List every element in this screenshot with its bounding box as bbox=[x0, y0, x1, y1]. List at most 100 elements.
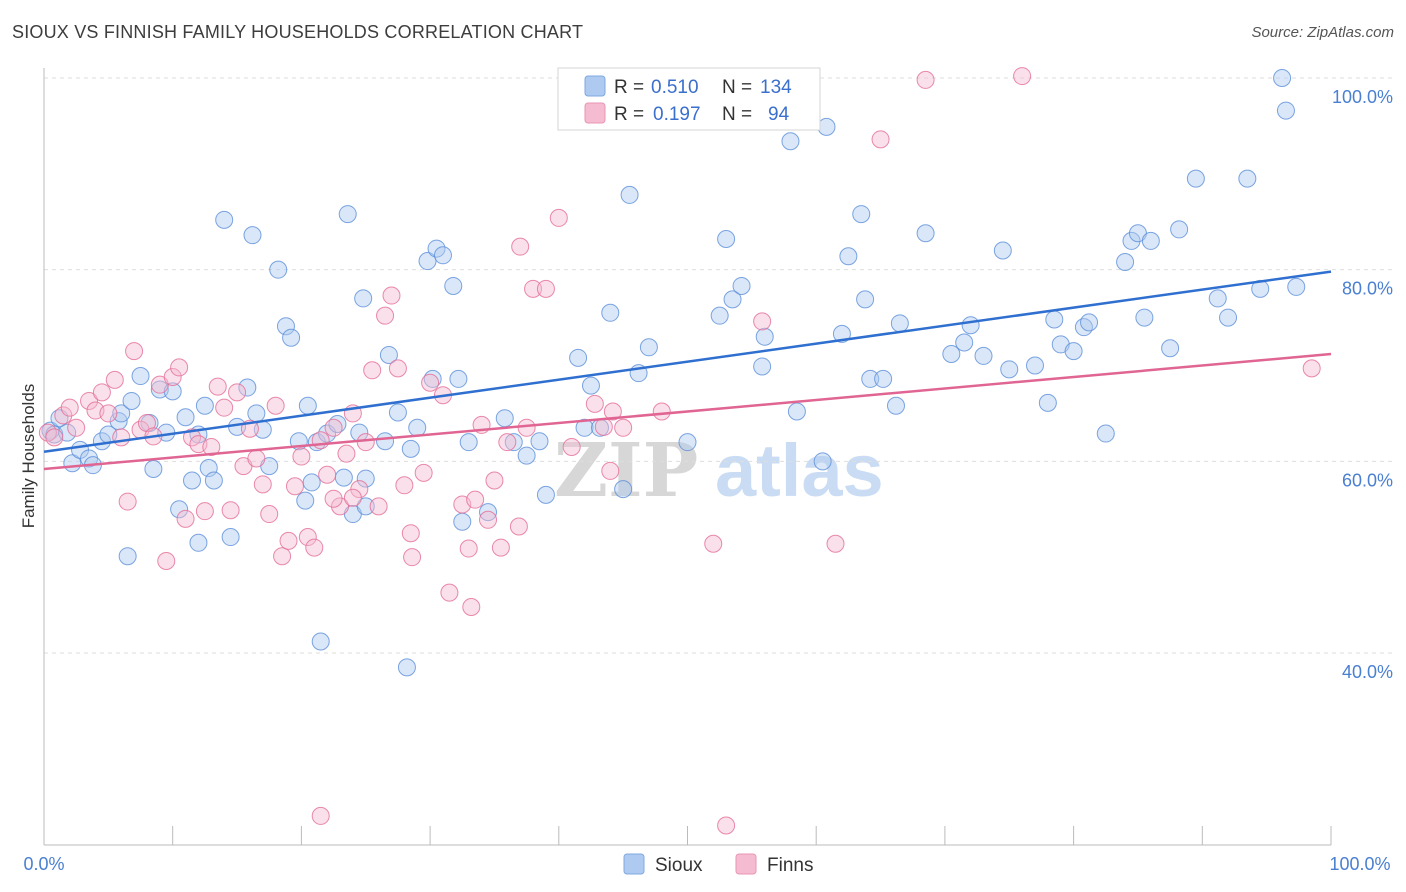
point-sioux-92 bbox=[839, 247, 858, 266]
point-sioux-36 bbox=[276, 317, 295, 336]
point-finns-89 bbox=[603, 402, 622, 421]
bottom-legend-label-sioux: Sioux bbox=[655, 855, 703, 876]
point-sioux-21 bbox=[176, 408, 195, 427]
point-sioux-99 bbox=[955, 333, 974, 352]
point-sioux-131 bbox=[296, 491, 315, 510]
point-sioux-84 bbox=[732, 276, 751, 295]
legend-finns-r-label: R = bbox=[614, 104, 644, 125]
point-sioux-115 bbox=[1141, 231, 1160, 250]
point-sioux-59 bbox=[427, 239, 446, 258]
point-sioux-57 bbox=[418, 252, 437, 271]
legend-sioux-n-label: N = bbox=[722, 77, 752, 98]
point-finns-84 bbox=[403, 548, 422, 567]
point-finns-65 bbox=[511, 237, 530, 256]
x-axis-ticks bbox=[43, 826, 1332, 845]
point-finns-75 bbox=[916, 70, 935, 89]
point-finns-26 bbox=[215, 398, 234, 417]
point-finns-49 bbox=[363, 361, 382, 380]
legend-finns-r-value: 0.197 bbox=[653, 104, 701, 125]
point-finns-68 bbox=[549, 208, 568, 227]
point-sioux-56 bbox=[408, 418, 427, 437]
point-finns-42 bbox=[318, 465, 337, 484]
point-sioux-111 bbox=[1116, 253, 1135, 271]
legend-sioux-r-value: 0.510 bbox=[651, 77, 699, 98]
point-sioux-42 bbox=[311, 632, 330, 651]
point-finns-69 bbox=[562, 437, 581, 456]
point-sioux-127 bbox=[916, 224, 935, 243]
point-sioux-62 bbox=[449, 369, 468, 388]
point-sioux-119 bbox=[1208, 289, 1227, 308]
series-legend: Sioux Finns bbox=[623, 853, 813, 876]
point-sioux-51 bbox=[376, 432, 395, 451]
point-sioux-60 bbox=[433, 246, 452, 265]
point-finns-11 bbox=[118, 492, 137, 511]
x-tick-label-max: 100.0% bbox=[1329, 854, 1390, 874]
point-finns-67 bbox=[536, 279, 555, 298]
point-finns-78 bbox=[1013, 67, 1032, 86]
legend-sioux-r-label: R = bbox=[614, 77, 644, 98]
point-sioux-85 bbox=[753, 357, 772, 376]
point-sioux-81 bbox=[710, 306, 729, 325]
point-finns-40 bbox=[305, 538, 324, 557]
series-finns-points bbox=[38, 67, 1321, 835]
y-tick-labels: 40.0% 60.0% 80.0% 100.0% bbox=[1332, 87, 1393, 682]
point-finns-8 bbox=[99, 404, 118, 423]
legend-sioux-n-value: 134 bbox=[760, 77, 792, 98]
point-sioux-13 bbox=[122, 391, 141, 410]
point-sioux-66 bbox=[495, 409, 514, 428]
point-finns-58 bbox=[440, 583, 459, 602]
point-sioux-108 bbox=[1074, 318, 1093, 337]
point-sioux-97 bbox=[890, 314, 909, 333]
point-finns-77 bbox=[826, 534, 845, 553]
point-sioux-49 bbox=[354, 289, 373, 308]
point-sioux-86 bbox=[755, 327, 774, 346]
point-finns-79 bbox=[1302, 359, 1321, 378]
point-finns-53 bbox=[395, 476, 414, 495]
point-sioux-24 bbox=[195, 396, 214, 415]
point-finns-23 bbox=[195, 502, 214, 521]
legend-swatch-finns bbox=[584, 102, 606, 124]
point-finns-25 bbox=[208, 377, 227, 396]
point-sioux-46 bbox=[338, 205, 357, 224]
point-sioux-12 bbox=[118, 547, 137, 566]
point-finns-4 bbox=[67, 418, 86, 437]
legend-swatch-sioux bbox=[584, 75, 606, 97]
point-sioux-101 bbox=[974, 346, 993, 365]
point-sioux-82 bbox=[717, 230, 736, 248]
point-sioux-96 bbox=[886, 396, 905, 415]
point-sioux-118 bbox=[1186, 169, 1205, 188]
point-finns-34 bbox=[266, 396, 285, 415]
point-sioux-61 bbox=[444, 276, 463, 295]
point-sioux-124 bbox=[1276, 101, 1295, 120]
point-finns-64 bbox=[498, 433, 517, 452]
point-sioux-76 bbox=[614, 480, 633, 499]
y-tick-label-100: 100.0% bbox=[1332, 87, 1393, 107]
point-sioux-70 bbox=[536, 485, 555, 504]
point-sioux-87 bbox=[781, 132, 800, 151]
point-sioux-80 bbox=[678, 433, 697, 452]
point-finns-60 bbox=[466, 490, 485, 509]
point-sioux-26 bbox=[204, 471, 223, 490]
point-sioux-14 bbox=[131, 367, 150, 386]
point-finns-93 bbox=[585, 394, 604, 413]
point-finns-91 bbox=[459, 539, 478, 558]
point-finns-27 bbox=[221, 501, 240, 520]
chart-title: SIOUX VS FINNISH FAMILY HOUSEHOLDS CORRE… bbox=[12, 22, 584, 42]
point-sioux-121 bbox=[1238, 169, 1257, 188]
point-finns-82 bbox=[324, 489, 343, 508]
point-sioux-77 bbox=[620, 185, 639, 204]
point-finns-21 bbox=[183, 428, 202, 447]
point-sioux-75 bbox=[601, 303, 620, 322]
point-finns-37 bbox=[285, 477, 304, 496]
point-finns-12 bbox=[125, 342, 144, 361]
point-sioux-27 bbox=[215, 210, 234, 229]
point-finns-51 bbox=[382, 286, 401, 305]
point-sioux-107 bbox=[1064, 342, 1083, 361]
point-finns-62 bbox=[479, 510, 498, 529]
point-sioux-11 bbox=[112, 404, 131, 423]
point-sioux-64 bbox=[459, 433, 478, 452]
point-sioux-105 bbox=[1045, 310, 1064, 329]
stats-legend: R = 0.510 N = 134 R = 0.197 N = 94 bbox=[557, 67, 821, 131]
point-sioux-104 bbox=[1038, 393, 1057, 412]
point-sioux-45 bbox=[334, 468, 353, 487]
